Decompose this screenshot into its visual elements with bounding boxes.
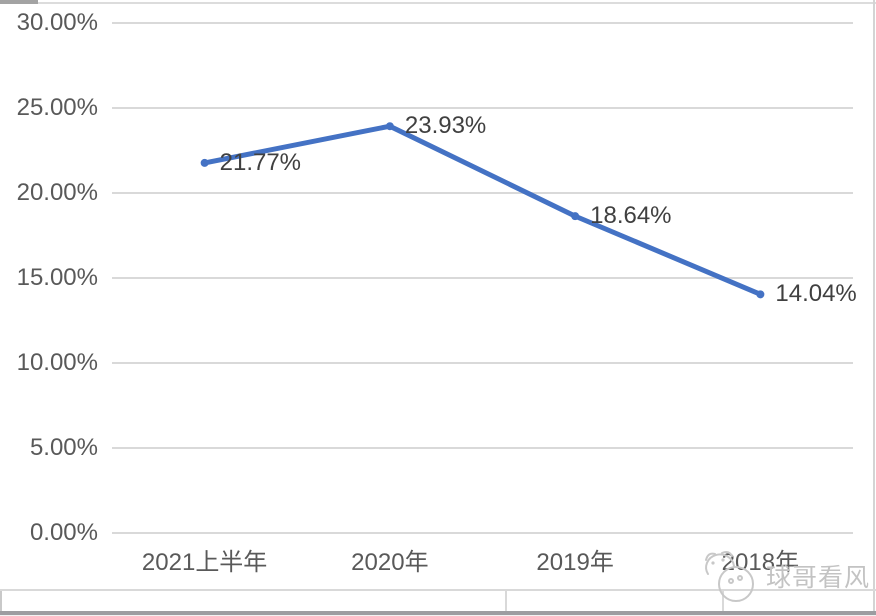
spreadsheet-row-strip <box>0 589 876 616</box>
spreadsheet-cell[interactable] <box>507 591 724 611</box>
data-point-marker <box>571 212 580 221</box>
data-point-marker <box>385 122 394 131</box>
y-axis-tick-label: 10.00% <box>16 349 98 376</box>
spreadsheet-cell[interactable] <box>724 591 872 611</box>
data-point-label: 14.04% <box>775 280 857 308</box>
y-axis-tick-label: 15.00% <box>16 264 98 291</box>
x-axis-category-label: 2020年 <box>351 549 429 576</box>
data-point-marker <box>756 290 765 299</box>
series-line <box>202 123 763 297</box>
y-axis-tick-label: 25.00% <box>16 94 98 121</box>
spreadsheet-cell[interactable] <box>0 591 300 611</box>
top-border-dark-segment <box>0 0 38 4</box>
spreadsheet-cell[interactable] <box>298 591 507 611</box>
y-axis-tick-label: 30.00% <box>16 9 98 36</box>
row-top-border <box>0 589 876 591</box>
y-axis-tick-label: 0.00% <box>29 519 98 546</box>
x-axis-category-label: 2019年 <box>536 549 614 576</box>
row-bottom-border <box>0 611 876 615</box>
right-border-line <box>873 0 875 616</box>
data-point-label: 18.64% <box>590 202 672 230</box>
data-point-marker <box>200 158 209 167</box>
x-axis-category-label: 2021上半年 <box>141 549 268 576</box>
y-axis-tick-label: 5.00% <box>29 434 98 461</box>
watermark-text: 球哥看风 <box>766 564 871 592</box>
x-axis-category-label: 2018年 <box>721 549 800 576</box>
pig-face-icon <box>705 551 754 602</box>
data-point-label: 23.93% <box>404 112 487 140</box>
y-axis-tick-label: 20.00% <box>16 179 98 206</box>
top-border-line <box>0 2 876 4</box>
watermark: 球哥看风 <box>694 548 870 604</box>
data-point-label: 21.77% <box>219 148 302 176</box>
